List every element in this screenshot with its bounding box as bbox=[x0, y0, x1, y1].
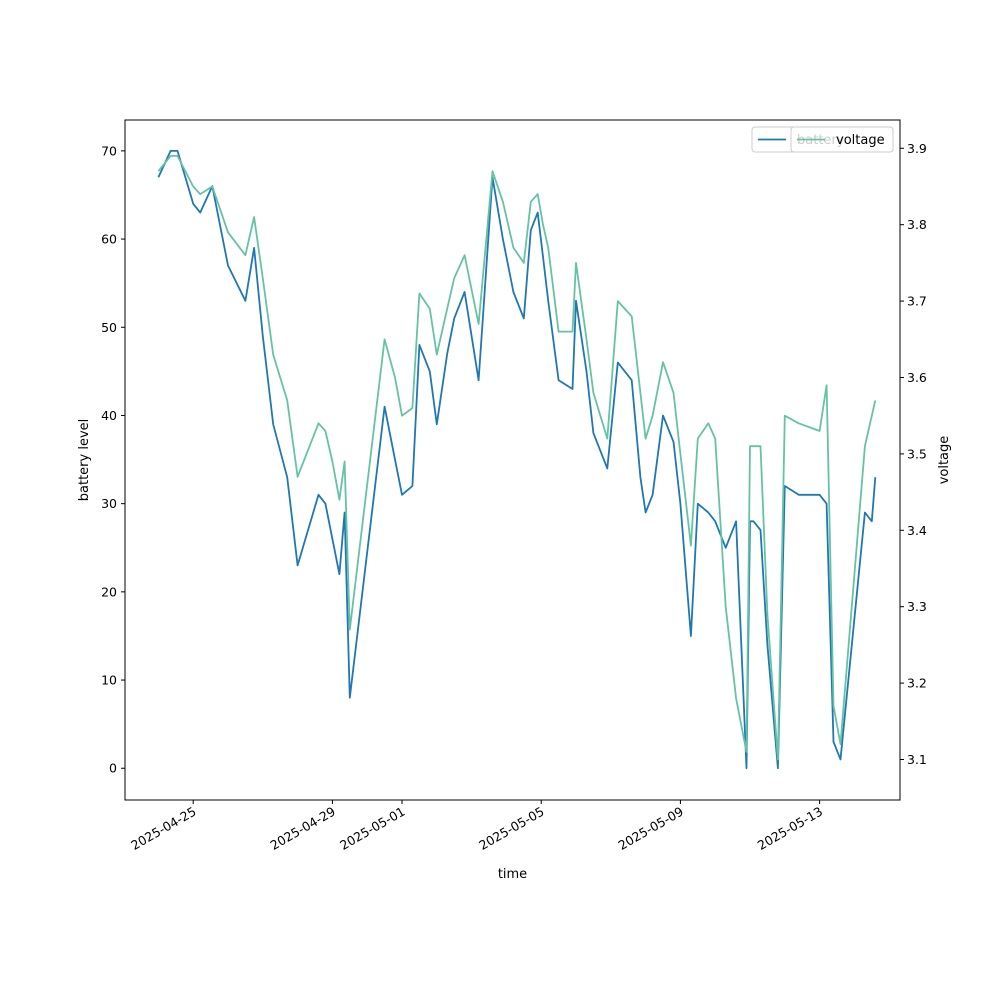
y-left-tick-label: 60 bbox=[101, 232, 117, 247]
y-right-axis-label: voltage bbox=[937, 436, 952, 485]
plot-frame bbox=[124, 119, 901, 801]
y-left-axis-label: battery level bbox=[77, 419, 92, 502]
y-right-tick-label: 3.5 bbox=[907, 446, 927, 461]
y-right-tick-label: 3.4 bbox=[907, 523, 927, 538]
battery-series-line bbox=[157, 149, 877, 770]
y-right-tick-label: 3.6 bbox=[907, 370, 927, 385]
y-right-tick-label: 3.8 bbox=[907, 217, 927, 232]
legend-label-voltage: voltage bbox=[836, 133, 885, 148]
y-left-tick-label: 30 bbox=[101, 496, 117, 511]
legend: batteryvoltage bbox=[751, 126, 894, 153]
y-right-tick-label: 3.9 bbox=[907, 141, 927, 156]
y-left-tick-label: 50 bbox=[101, 320, 117, 335]
y-right-tick-label: 3.2 bbox=[907, 676, 927, 691]
x-axis-label: time bbox=[498, 867, 527, 882]
y-left-tick-label: 20 bbox=[101, 584, 117, 599]
y-right-tick-label: 3.1 bbox=[907, 752, 927, 767]
y-right-tick-label: 3.3 bbox=[907, 599, 927, 614]
y-left-tick-label: 0 bbox=[109, 761, 117, 776]
y-left-tick-label: 70 bbox=[101, 143, 117, 158]
y-left-tick-label: 40 bbox=[101, 408, 117, 423]
series-layer bbox=[157, 149, 877, 770]
voltage-series-line bbox=[157, 154, 877, 761]
legend-box-voltage bbox=[790, 126, 894, 153]
y-left-tick-label: 10 bbox=[101, 673, 117, 688]
y-right-tick-label: 3.7 bbox=[907, 294, 927, 309]
